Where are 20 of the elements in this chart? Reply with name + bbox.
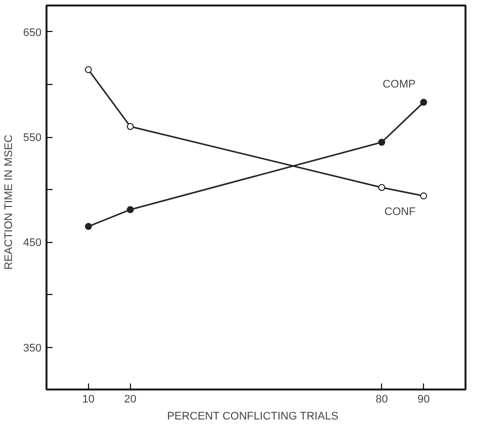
point [378, 138, 386, 146]
point [126, 206, 134, 214]
series-label: CONF [384, 206, 416, 218]
point [420, 98, 428, 106]
y-tick-label: 450 [23, 237, 42, 250]
x-tick-label: 10 [82, 394, 95, 406]
y-tick-label: 350 [23, 342, 42, 354]
x-tick-label: 90 [417, 394, 430, 406]
series-label: COMP [382, 78, 416, 90]
x-tick-label: 20 [124, 394, 136, 406]
point [126, 122, 134, 130]
point [378, 184, 386, 191]
y-tick-label: 650 [23, 26, 42, 39]
x-axis-title: PERCENT CONFLICTING TRIALS [167, 410, 338, 422]
point [84, 66, 92, 74]
x-tick-label: 80 [376, 394, 388, 406]
point [84, 222, 92, 230]
point [420, 192, 428, 200]
y-axis-title: REACTION TIME IN MSEC [3, 134, 16, 270]
y-tick-label: 550 [23, 132, 42, 144]
